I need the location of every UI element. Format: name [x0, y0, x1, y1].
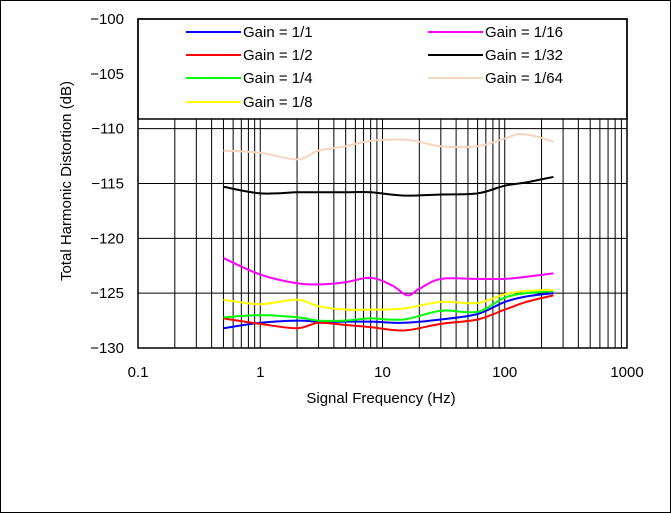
x-tick-label: 1000: [610, 364, 643, 381]
legend-label: Gain = 1/32: [485, 47, 563, 64]
series-line-gain-1-16: [223, 257, 554, 297]
series-line-gain-1-1: [223, 292, 554, 330]
x-tick-label: 0.1: [128, 364, 149, 381]
legend-label: Gain = 1/16: [485, 24, 563, 41]
y-tick-label: −125: [90, 285, 124, 302]
legend-label: Gain = 1/1: [243, 24, 313, 41]
series-line-gain-1-4: [223, 289, 554, 322]
y-tick-label: −115: [91, 176, 124, 193]
plot-border: [137, 18, 628, 349]
y-tick-label: −100: [90, 11, 124, 28]
series-line-gain-1-32: [223, 175, 554, 197]
series-layer: [223, 133, 554, 332]
x-tick-label: 100: [492, 364, 517, 381]
series-line-gain-1-64: [223, 133, 554, 161]
y-tick-label: −105: [90, 66, 124, 83]
legend-label: Gain = 1/8: [243, 94, 313, 111]
y-axis-title: Total Harmonic Distortion (dB): [58, 81, 75, 281]
series-line-gain-1-8: [223, 288, 554, 311]
y-tick-label: −130: [90, 340, 124, 357]
x-tick-label: 10: [374, 364, 391, 381]
legend: Gain = 1/1 Gain = 1/2 Gain = 1/4 Gain = 1/8…: [137, 18, 628, 120]
legend-label: Gain = 1/4: [243, 70, 313, 87]
x-tick-label: 1: [256, 364, 264, 381]
series-line-gain-1-2: [223, 294, 554, 332]
y-tick-label: −120: [90, 230, 124, 247]
x-axis-title: Signal Frequency (Hz): [306, 390, 455, 407]
grid-layer: [138, 119, 627, 349]
y-tick-label: −110: [91, 121, 124, 138]
axes-layer: 0.1 1 10 100 1000 −100 −105 −110 −115 −120 −125 −13…: [90, 11, 643, 381]
legend-label: Gain = 1/64: [485, 70, 563, 87]
legend-label: Gain = 1/2: [243, 47, 313, 64]
